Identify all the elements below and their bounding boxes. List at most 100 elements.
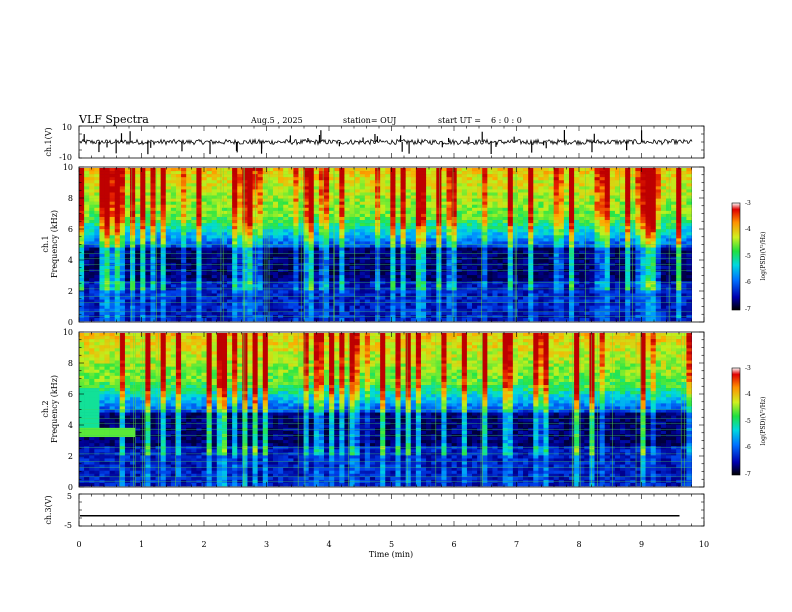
spectrogram-cell [303, 201, 309, 206]
spectrogram-cell [211, 168, 218, 172]
spectrogram-cell [558, 238, 565, 242]
spectrogram-cell [267, 220, 274, 224]
spectrogram-cell [640, 210, 646, 215]
spectrogram-cell [614, 265, 621, 270]
spectrogram-cell [313, 220, 320, 224]
spectrogram-cell [589, 253, 595, 258]
spectrogram-cell [354, 213, 361, 218]
spectrogram-cell [390, 216, 396, 221]
spectrogram-cell [599, 241, 606, 245]
spectrogram-cell [109, 275, 116, 279]
spectrogram-cell [242, 210, 248, 215]
spectrogram-cell [451, 174, 457, 178]
spectrogram-cell [124, 226, 131, 230]
spectrogram-cell [477, 278, 483, 282]
spectrogram-cell [329, 168, 335, 172]
spectrogram-cell [482, 238, 488, 242]
spectrogram-cell [359, 183, 366, 187]
spectrogram-cell [553, 168, 560, 172]
spectrogram-cell [446, 198, 452, 202]
spectrogram-cell [441, 213, 447, 218]
spectrogram-cell [359, 226, 366, 230]
spectrogram-cell [94, 192, 100, 196]
spectrogram-cell [584, 244, 590, 248]
spectrogram-cell [329, 259, 335, 264]
spectrogram-cell [339, 265, 345, 270]
spectrogram-cell [329, 216, 335, 221]
spectrogram-cell [283, 250, 289, 254]
spectrogram-cell [599, 198, 606, 202]
spectrogram-cell [119, 210, 126, 215]
spectrogram-cell [211, 253, 218, 258]
spectrogram-cell [420, 247, 427, 251]
spectrogram-cell [186, 250, 192, 254]
spectrogram-cell [400, 186, 406, 190]
spectrogram-cell [124, 183, 131, 187]
spectrogram-cell [272, 183, 279, 187]
spectrogram-cell [262, 223, 269, 227]
spectrogram-cell [175, 250, 182, 254]
spectrogram-cell [186, 290, 192, 294]
spectrogram-cell [104, 186, 110, 190]
spectrogram-cell [446, 180, 452, 184]
spectrogram-cell [150, 213, 156, 218]
spectrogram-cell [237, 278, 243, 282]
spectrogram-cell [130, 186, 136, 190]
spectrogram-cell [380, 229, 386, 233]
spectrogram-cell [278, 204, 284, 209]
spectrogram-cell [339, 210, 345, 215]
spectrogram-cell [538, 229, 544, 233]
spectrogram-cell [502, 235, 509, 239]
spectrogram-cell [625, 189, 631, 193]
spectrogram-cell [599, 177, 606, 181]
spectrogram-cell [221, 226, 228, 230]
spectrogram-cell [533, 278, 539, 282]
spectrogram-cell [150, 195, 156, 199]
spectrogram-cell [441, 220, 447, 224]
spectrogram-cell [461, 180, 468, 184]
spectrogram-cell [487, 177, 493, 181]
spectrogram-cell [517, 265, 524, 270]
spectrogram-cell [380, 216, 386, 221]
spectrogram-cell [114, 293, 121, 297]
spectrogram-cell [170, 247, 177, 251]
spectrogram-cell [553, 201, 560, 206]
spectrogram-cell [344, 290, 350, 294]
spectrogram-cell [395, 259, 401, 264]
spectrogram-cell [140, 213, 146, 218]
spectrogram-cell [119, 186, 126, 190]
spectrogram-cell [247, 275, 253, 279]
spectrogram-cell [221, 275, 228, 279]
spectrogram-cell [283, 232, 289, 236]
spectrogram-cell [415, 226, 422, 230]
spectrogram-cell [594, 232, 600, 236]
spectrogram-cell [671, 195, 677, 199]
spectrogram-cell [400, 183, 406, 187]
spectrogram-cell [543, 168, 549, 172]
spectrogram-cell [569, 275, 575, 279]
spectrogram-cell [191, 241, 197, 245]
spectrogram-cell [686, 168, 692, 172]
spectrogram-cell [507, 265, 514, 270]
spectrogram-cell [262, 171, 269, 175]
spectrogram-cell [237, 259, 243, 264]
spectrogram-cell [165, 186, 172, 190]
spectrogram-cell [502, 278, 509, 282]
spectrogram-cell [140, 259, 146, 264]
spectrogram-cell [487, 223, 493, 227]
spectrogram-cell [257, 290, 264, 294]
spectrogram-cell [558, 186, 565, 190]
spectrogram-cell [620, 253, 626, 258]
spectrogram-cell [405, 275, 412, 279]
spectrogram-cell [267, 229, 274, 233]
spectrogram-cell [405, 250, 412, 254]
spectrogram-cell [262, 210, 269, 215]
spectrogram-cell [130, 183, 136, 187]
spectrogram-cell [400, 238, 406, 242]
spectrogram-cell [502, 174, 509, 178]
spectrogram-cell [201, 226, 207, 230]
spectrogram-cell [390, 189, 396, 193]
spectrogram-cell [364, 275, 371, 279]
spectrogram-cell [364, 183, 371, 187]
spectrogram-cell [569, 241, 575, 245]
